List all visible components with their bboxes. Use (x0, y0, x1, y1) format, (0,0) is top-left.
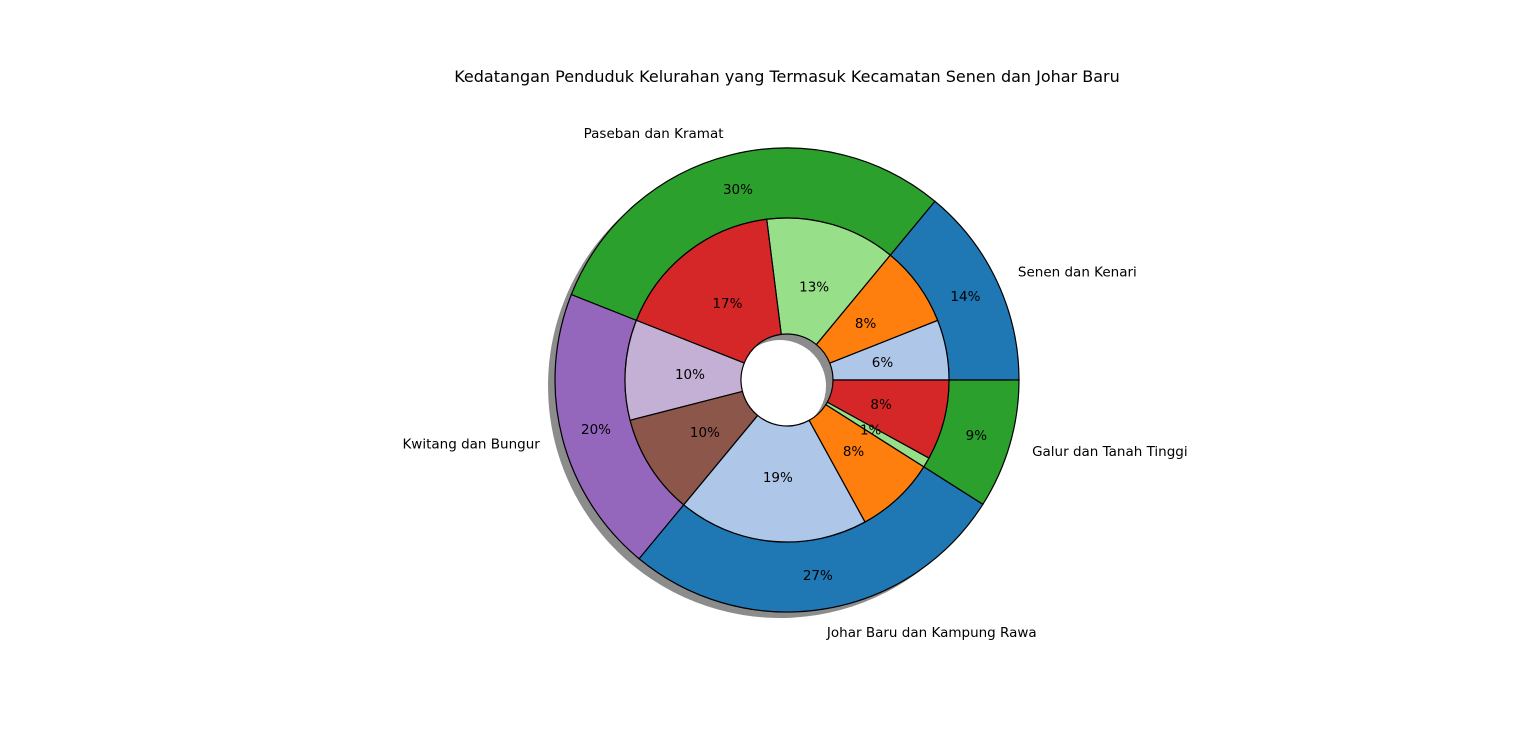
inner-slice-percent: 10% (675, 367, 705, 383)
inner-slice (766, 217, 892, 346)
outer-slice-percent: 14% (950, 289, 980, 305)
outer-slice-label: Senen dan Kenari (1018, 264, 1137, 280)
inner-slice (635, 218, 782, 364)
inner-slice (826, 379, 950, 459)
outer-slice-label: Johar Baru dan Kampung Rawa (826, 625, 1037, 641)
inner-slice-percent: 8% (870, 397, 892, 413)
inner-slice-percent: 1% (860, 422, 882, 438)
chart-labels: Senen dan Kenari 14% Paseban dan Kramat 30%… (402, 126, 1187, 641)
inner-slice-percent: 10% (690, 425, 720, 441)
outer-slice-percent: 27% (803, 568, 833, 584)
inner-slice-percent: 6% (872, 355, 894, 371)
inner-slice (682, 414, 866, 543)
outer-slice-label: Paseban dan Kramat (584, 126, 724, 142)
inner-slice-percent: 8% (855, 316, 877, 332)
outer-slice-label: Kwitang dan Bungur (402, 436, 540, 452)
outer-slice-percent: 9% (966, 428, 988, 444)
outer-slice-label: Galur dan Tanah Tinggi (1032, 444, 1188, 460)
inner-slice-percent: 19% (763, 470, 793, 486)
inner-slice-percent: 13% (799, 280, 829, 296)
outer-slice-percent: 30% (723, 182, 753, 198)
outer-slice-percent: 20% (581, 422, 611, 438)
inner-slice-percent: 17% (712, 296, 742, 312)
inner-ring (624, 217, 950, 543)
outer-ring (554, 147, 1020, 613)
inner-slice-percent: 8% (843, 444, 865, 460)
chart-title: Kedatangan Penduduk Kelurahan yang Terma… (454, 67, 1120, 86)
